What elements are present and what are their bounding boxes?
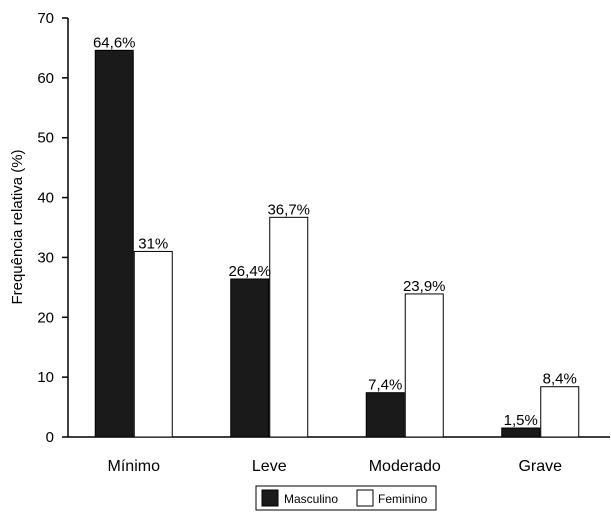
category-label: Moderado [369,458,441,475]
legend-label-feminino: Feminino [378,492,428,506]
y-tick-label: 70 [37,10,54,27]
category-label: Leve [252,458,287,475]
bar-masculino [94,49,134,438]
y-tick-label: 0 [46,429,54,446]
data-label-masculino: 26,4% [228,263,271,280]
category-label: Mínimo [108,458,161,475]
bar-feminino [269,216,309,438]
legend-swatch-feminino [356,489,374,507]
data-label-feminino: 31% [138,235,168,252]
bar-masculino [501,427,541,438]
data-label-feminino: 36,7% [267,201,310,218]
y-tick-label: 10 [37,369,54,386]
legend: Masculino Feminino [255,485,437,511]
bar-masculino [230,278,270,438]
y-tick-label: 30 [37,249,54,266]
legend-frame [255,485,437,511]
category-label: Grave [518,458,562,475]
legend-swatch-masculino [261,489,279,507]
bar-feminino [133,250,173,438]
data-label-masculino: 7,4% [368,377,402,394]
y-tick-label: 50 [37,130,54,147]
data-label-feminino: 23,9% [403,278,446,295]
data-label-masculino: 64,6% [93,34,136,51]
bar-feminino [540,386,580,438]
y-axis-title: Frequência relativa (%) [9,149,26,304]
y-tick-label: 60 [37,70,54,87]
y-tick-label: 40 [37,190,54,207]
data-label-feminino: 8,4% [543,371,577,388]
bar-masculino [365,392,405,438]
y-tick-label: 20 [37,309,54,326]
bar-feminino [404,293,444,438]
legend-label-masculino: Masculino [284,492,338,506]
data-label-masculino: 1,5% [504,412,538,429]
